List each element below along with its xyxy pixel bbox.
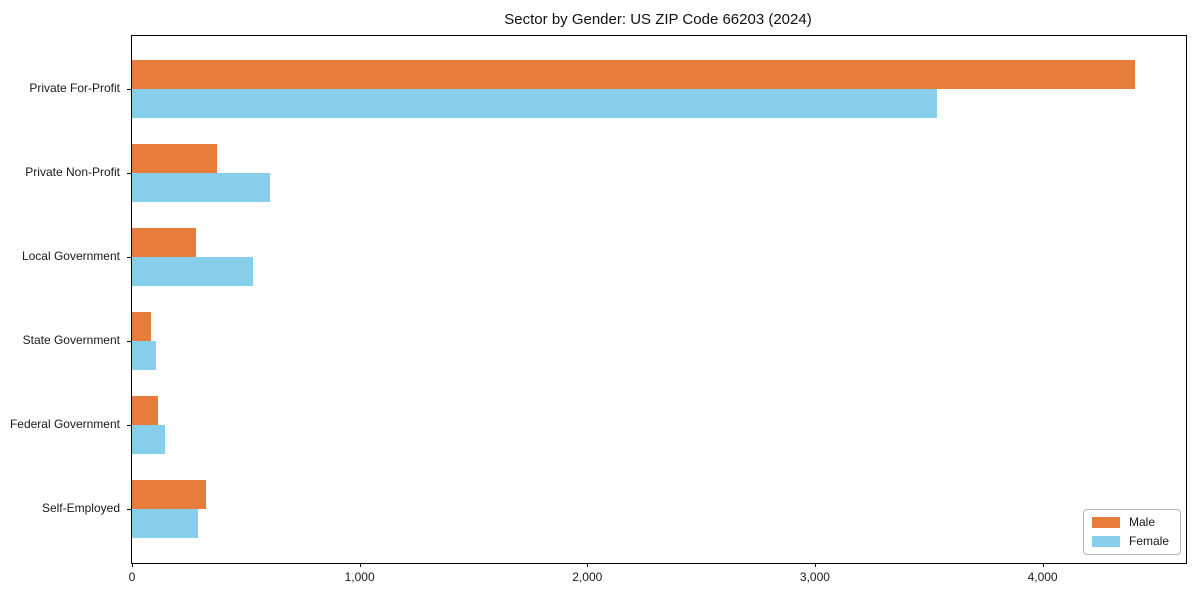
bar-female-6 [132, 509, 199, 538]
bar-male-5 [132, 396, 159, 425]
category-label: Local Government [21, 249, 120, 263]
y-tick [127, 257, 131, 258]
y-tick [127, 509, 131, 510]
category-label: Private Non-Profit [25, 165, 120, 179]
x-tick [1042, 563, 1044, 567]
chart-title: Sector by Gender: US ZIP Code 66203 (202… [504, 11, 812, 28]
bar-male-3 [132, 228, 196, 257]
y-tick [127, 173, 131, 174]
category-label: Private For-Profit [29, 81, 120, 95]
legend-label-female: Female [1128, 534, 1169, 548]
legend-item-female: Female [1091, 534, 1169, 548]
y-tick [127, 425, 131, 426]
legend: Male Female [1082, 509, 1181, 555]
bar-female-5 [132, 425, 165, 454]
legend-item-male: Male [1091, 515, 1169, 529]
plot-area: Male Female 0 1,000 2,000 3,000 4,000 [127, 35, 1187, 584]
x-tick [132, 563, 133, 567]
bar-male-4 [132, 312, 152, 341]
bar-female-1 [132, 89, 937, 118]
bar-female-4 [132, 341, 156, 370]
x-tick-label: 4,000 [1027, 570, 1058, 584]
x-tick [359, 563, 361, 567]
x-tick [587, 563, 589, 567]
bar-female-2 [132, 173, 270, 202]
x-tick-label: 3,000 [799, 570, 830, 584]
category-label: Self-Employed [41, 501, 120, 515]
legend-swatch-male [1091, 517, 1120, 528]
legend-label-male: Male [1128, 515, 1155, 529]
y-tick [127, 89, 131, 90]
category-label: State Government [22, 333, 120, 347]
x-tick-label: 1,000 [344, 570, 375, 584]
category-label: Federal Government [9, 417, 120, 431]
bar-male-2 [132, 144, 218, 173]
bar-female-3 [132, 257, 253, 286]
x-tick [814, 563, 816, 567]
bar-male-6 [132, 480, 206, 509]
x-tick-label: 2,000 [572, 570, 603, 584]
y-tick [127, 341, 131, 342]
x-tick-label: 0 [128, 570, 136, 584]
bar-male-1 [132, 60, 1135, 89]
legend-swatch-female [1091, 536, 1120, 547]
